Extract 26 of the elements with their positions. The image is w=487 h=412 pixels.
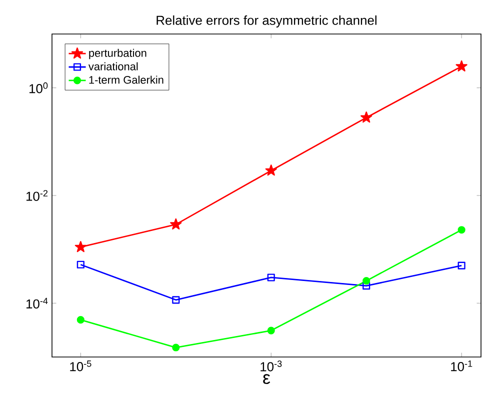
point <box>458 262 466 270</box>
point <box>76 316 84 324</box>
point <box>267 274 275 282</box>
legend-label: perturbation <box>89 48 146 60</box>
y-tick-label: 10$^{-4}$ <box>26 298 48 309</box>
y-tick-label: 10$^{0}$ <box>30 82 48 94</box>
x-axis-title: ε <box>263 374 270 384</box>
point <box>265 164 277 176</box>
point <box>360 112 372 123</box>
x-tick-label: 10$^{-1}$ <box>451 360 472 372</box>
point <box>172 296 180 304</box>
point <box>170 218 182 230</box>
legend-label: variational <box>88 62 138 70</box>
point <box>458 226 466 234</box>
point <box>362 282 370 290</box>
point <box>74 241 86 252</box>
point <box>456 60 468 72</box>
point <box>172 344 180 352</box>
legend-label: 1-term Galerkin <box>89 76 164 84</box>
chart-title: Relative errors for asymmetric channel <box>156 15 376 28</box>
y-tick-label: 10$^{-2}$ <box>26 190 48 201</box>
point <box>76 260 84 268</box>
x-tick-label: 10$^{-5}$ <box>70 360 92 372</box>
x-tick-label: 10$^{-3}$ <box>260 360 282 372</box>
point <box>362 277 370 285</box>
point <box>267 326 275 334</box>
